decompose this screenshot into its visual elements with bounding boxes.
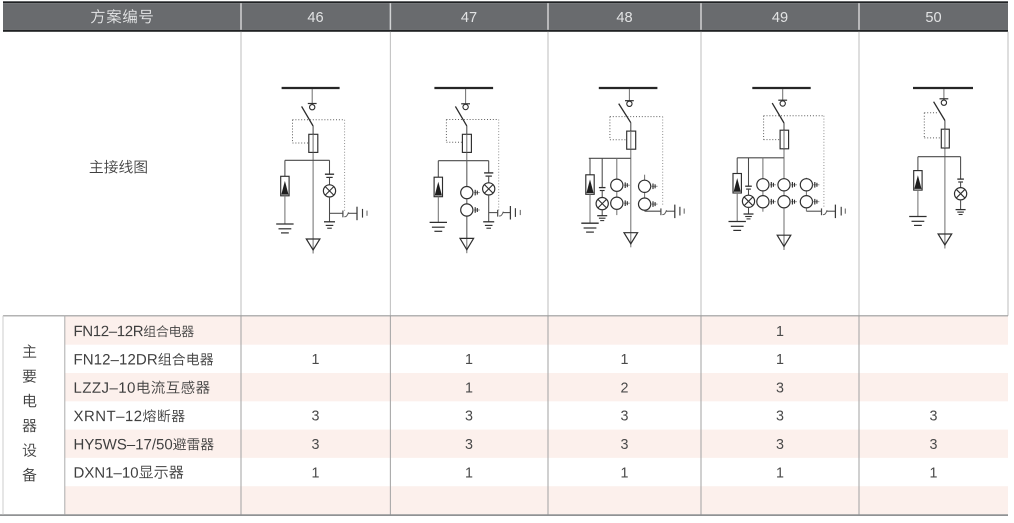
svg-text:3: 3	[776, 437, 784, 453]
svg-text:1: 1	[776, 465, 784, 481]
svg-text:3: 3	[621, 437, 629, 453]
svg-text:3: 3	[776, 380, 784, 396]
svg-text:3: 3	[465, 437, 473, 453]
svg-text:3: 3	[930, 437, 938, 453]
svg-text:1: 1	[465, 465, 473, 481]
svg-text:50: 50	[925, 10, 941, 26]
svg-text:3: 3	[621, 409, 629, 425]
svg-text:1: 1	[776, 352, 784, 368]
svg-text:1: 1	[776, 324, 784, 340]
svg-text:3: 3	[930, 409, 938, 425]
svg-text:1: 1	[621, 352, 629, 368]
svg-text:3: 3	[776, 409, 784, 425]
svg-text:1: 1	[465, 352, 473, 368]
svg-text:1: 1	[930, 465, 938, 481]
svg-text:1: 1	[312, 352, 320, 368]
svg-text:2: 2	[621, 380, 629, 396]
svg-text:48: 48	[616, 10, 632, 26]
svg-text:1: 1	[312, 465, 320, 481]
svg-text:47: 47	[461, 10, 477, 26]
svg-text:3: 3	[465, 409, 473, 425]
svg-text:3: 3	[312, 409, 320, 425]
svg-text:46: 46	[307, 10, 323, 26]
svg-text:1: 1	[465, 380, 473, 396]
svg-text:49: 49	[772, 10, 788, 26]
svg-text:3: 3	[312, 437, 320, 453]
svg-text:1: 1	[621, 465, 629, 481]
